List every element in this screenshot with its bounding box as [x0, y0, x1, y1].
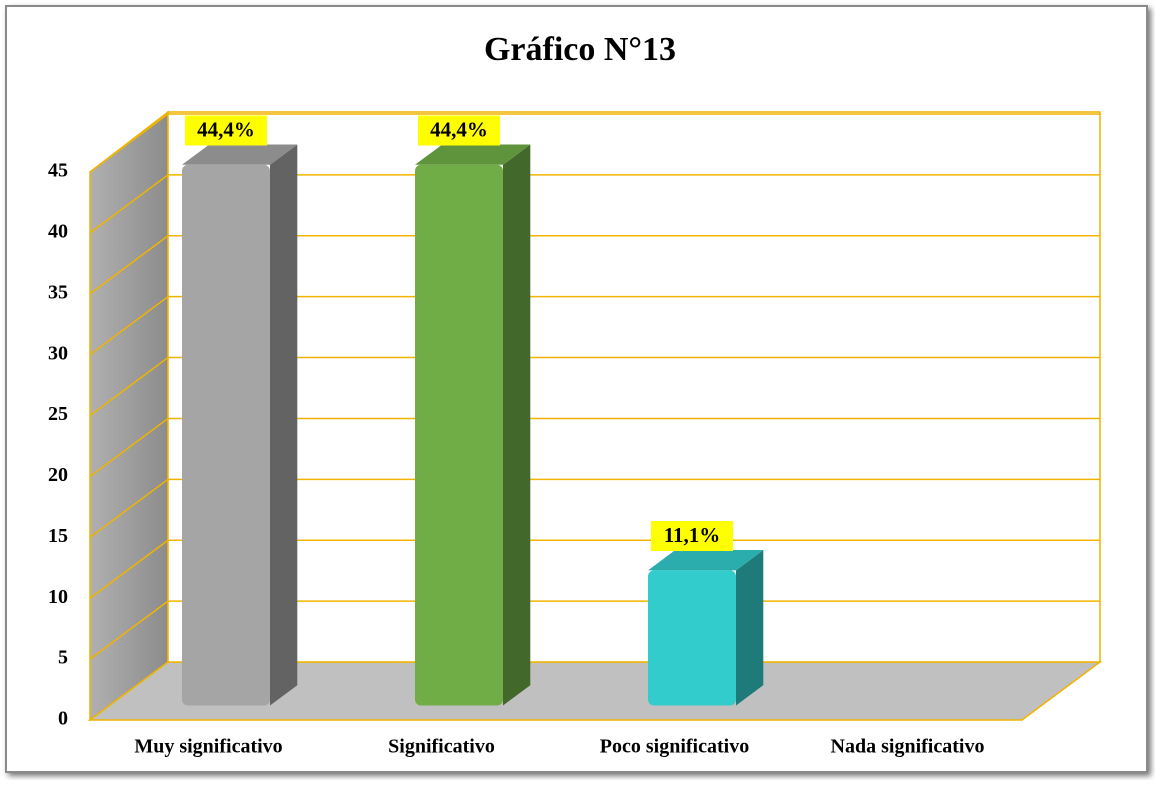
value-label: 11,1%	[664, 523, 721, 547]
value-label-box	[185, 115, 267, 146]
y-tick-label: 20	[48, 464, 68, 486]
value-label-box	[651, 521, 733, 552]
value-label-box	[418, 115, 500, 146]
wall-grid-line	[89, 113, 169, 173]
wall-grid-line	[89, 539, 169, 599]
x-tick-label: Nada significativo	[831, 736, 985, 758]
x-tick-label: Poco significativo	[600, 736, 749, 758]
y-tick-label: 0	[58, 708, 68, 730]
bar	[182, 164, 270, 706]
y-tick-label: 5	[58, 647, 68, 669]
y-tick-label: 25	[48, 403, 68, 425]
y-tick-label: 35	[48, 281, 68, 303]
bar-side	[503, 144, 531, 706]
bar-top	[182, 144, 298, 165]
value-label: 44,4%	[430, 117, 488, 141]
bar	[415, 164, 503, 706]
x-tick-label: Muy significativo	[134, 736, 282, 758]
wall-grid-line	[89, 174, 169, 234]
y-tick-label: 40	[48, 220, 68, 242]
wall-grid-line	[89, 235, 169, 295]
bar-side	[736, 550, 764, 706]
back-wall	[167, 111, 1101, 663]
y-tick-label: 10	[48, 586, 68, 608]
x-tick-label: Significativo	[388, 736, 495, 758]
wall-grid-line	[89, 417, 169, 478]
y-tick-label: 45	[48, 160, 68, 182]
bar	[648, 570, 736, 706]
value-label: 44,4%	[197, 117, 255, 141]
bar-side	[270, 144, 298, 706]
wall-grid-line	[89, 478, 169, 538]
bar-top	[648, 550, 764, 571]
chart-title: Gráfico N°13	[484, 31, 676, 68]
y-tick-label: 15	[48, 525, 68, 547]
wall-grid-line	[89, 600, 169, 660]
wall-grid-line	[89, 296, 169, 356]
bar-top	[415, 144, 531, 165]
y-tick-label: 30	[48, 342, 68, 364]
wall-grid-line	[89, 356, 169, 417]
